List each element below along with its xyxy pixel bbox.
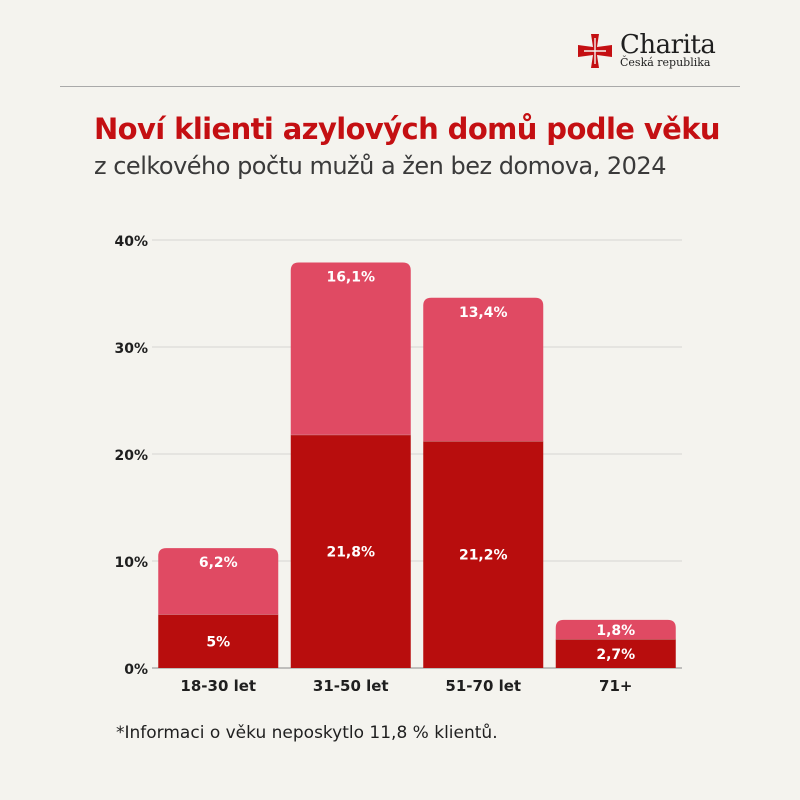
bar-segment [423,297,544,442]
y-tick-label: 20% [114,448,148,464]
data-label: 1,8% [596,623,635,639]
bar-segment [423,441,544,668]
data-label: 21,8% [326,544,375,560]
y-tick-label: 40% [114,234,148,250]
bar-segment [290,434,411,668]
chart-subtitle: z celkového počtu mužů a žen bez domova,… [94,152,666,180]
data-label: 5% [206,634,230,650]
charita-cross-icon [578,34,612,68]
bar-segment [158,614,279,668]
data-label: 6,2% [199,555,238,571]
x-tick-label: 31-50 let [313,677,389,695]
data-label: 13,4% [459,305,508,321]
y-tick-label: 10% [114,555,148,571]
brand-name: Charita [620,30,716,60]
y-tick-label: 0% [124,662,148,678]
chart-title: Noví klienti azylových domů podle věku [94,112,721,146]
footnote: *Informaci o věku neposkytlo 11,8 % klie… [116,723,498,743]
x-tick-label: 51-70 let [445,677,521,695]
x-tick-label: 71+ [599,677,632,695]
y-tick-label: 30% [114,341,148,357]
data-label: 2,7% [596,647,635,663]
bar-segment [158,548,279,615]
bar-segment [290,262,411,435]
header-divider [60,86,740,87]
bar-segment [555,639,676,668]
charita-logo: Charita Česká republika [576,30,736,74]
bar-segment [555,619,676,640]
data-label: 16,1% [326,269,375,285]
brand-subtitle: Česká republika [620,56,711,69]
x-tick-label: 18-30 let [180,677,256,695]
data-label: 21,2% [459,548,508,564]
